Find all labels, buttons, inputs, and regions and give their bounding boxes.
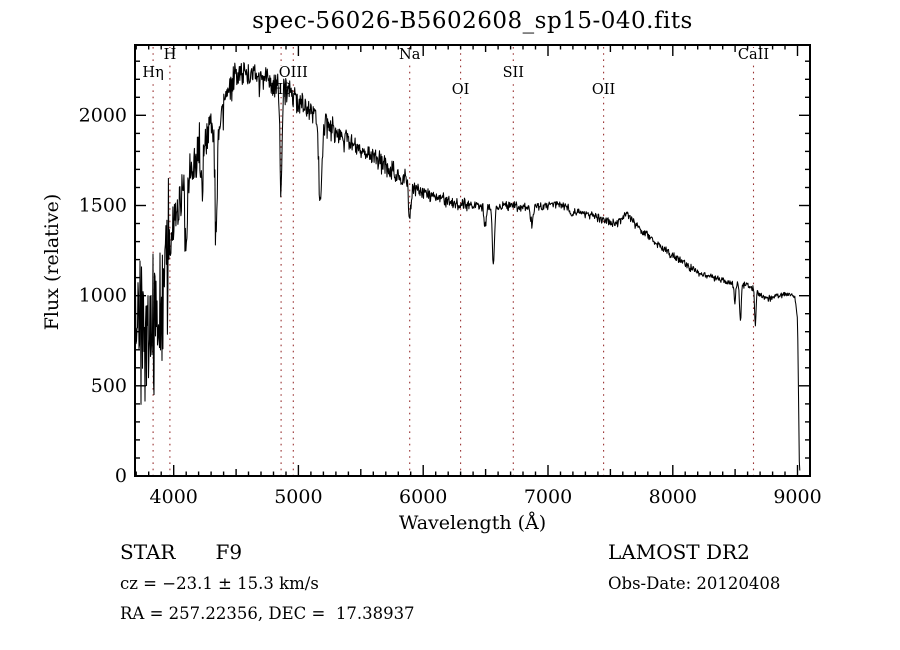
- svg-text:7000: 7000: [524, 486, 572, 508]
- svg-text:Hη: Hη: [142, 65, 163, 81]
- y-axis-title: Flux (relative): [41, 193, 63, 331]
- svg-text:Na: Na: [399, 47, 421, 63]
- object-subclass: F9: [215, 540, 243, 564]
- svg-text:OII: OII: [592, 82, 615, 98]
- svg-text:6000: 6000: [399, 486, 447, 508]
- obs-date-line: Obs-Date: 20120408: [608, 574, 781, 593]
- svg-text:4000: 4000: [150, 486, 198, 508]
- svg-text:CaII: CaII: [738, 47, 769, 63]
- object-type: STAR: [120, 540, 176, 564]
- object-class-line: STAR F9: [120, 540, 242, 564]
- plot-title: spec-56026-B5602608_sp15-040.fits: [252, 8, 693, 34]
- svg-text:5000: 5000: [274, 486, 322, 508]
- svg-text:2000: 2000: [79, 104, 127, 126]
- release-label: LAMOST DR2: [608, 540, 750, 564]
- svg-text:0: 0: [115, 465, 127, 487]
- svg-text:8000: 8000: [649, 486, 697, 508]
- svg-text:OIII: OIII: [279, 65, 308, 81]
- svg-text:1500: 1500: [79, 195, 127, 217]
- svg-text:1000: 1000: [79, 285, 127, 307]
- svg-text:SII: SII: [503, 65, 524, 81]
- ra-dec-line: RA = 257.22356, DEC = 17.38937: [120, 604, 415, 623]
- svg-text:9000: 9000: [773, 486, 821, 508]
- x-axis-title: Wavelength (Å): [398, 512, 547, 534]
- svg-text:500: 500: [91, 375, 127, 397]
- svg-text:OI: OI: [452, 82, 470, 98]
- cz-line: cz = −23.1 ± 15.3 km/s: [120, 574, 319, 593]
